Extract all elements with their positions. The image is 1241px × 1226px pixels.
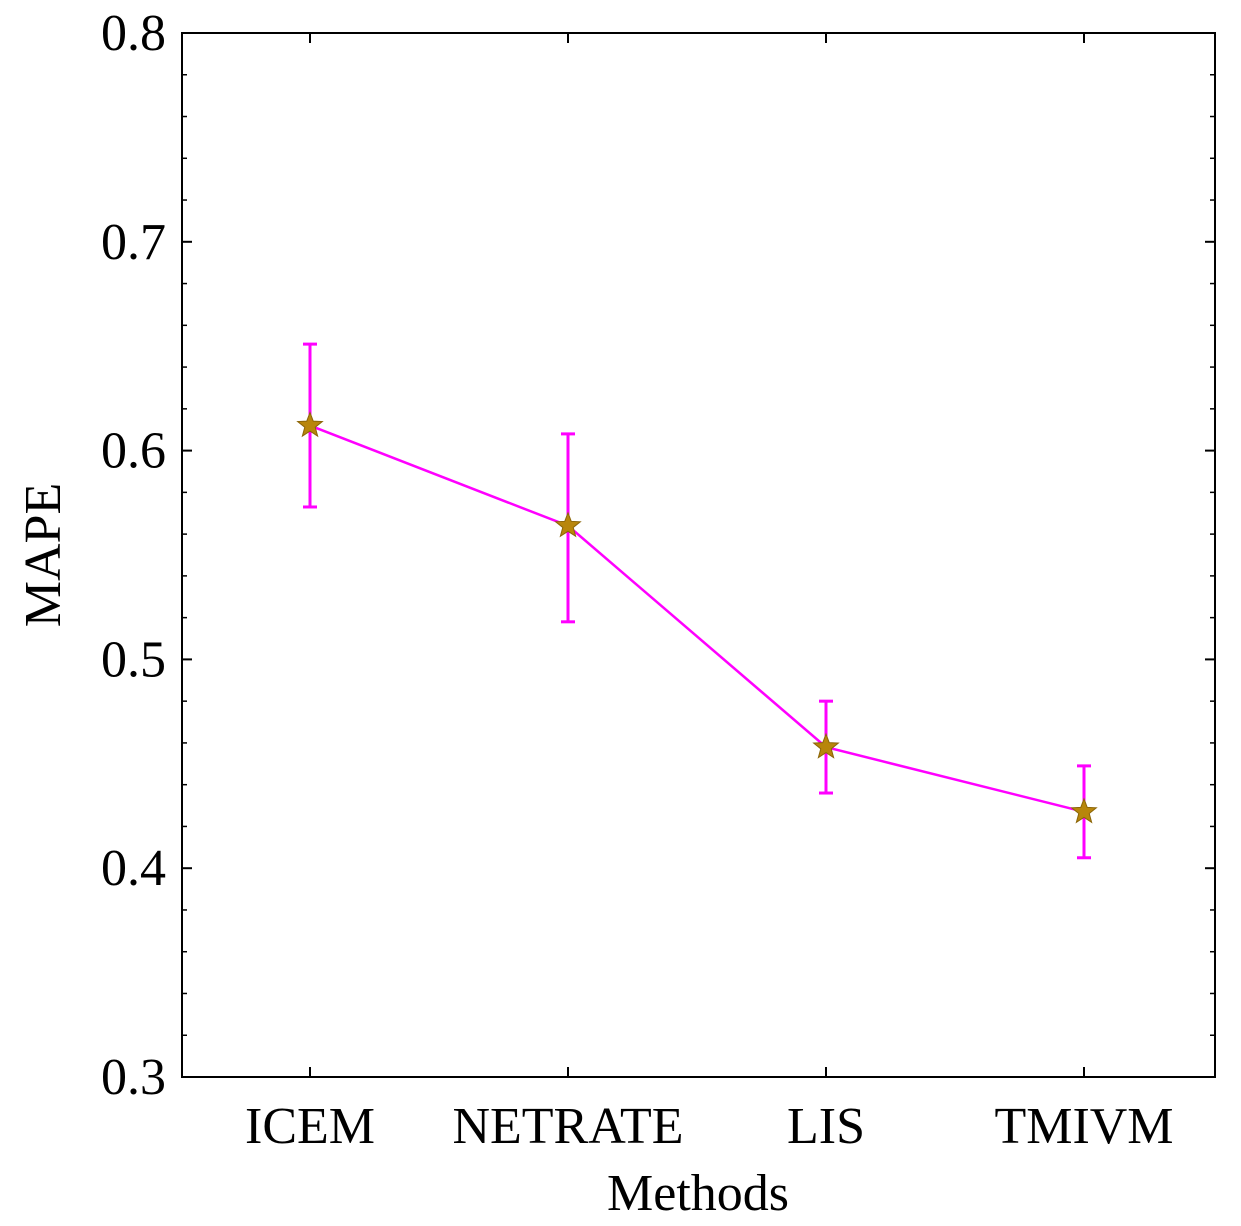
data-point-icem <box>296 411 324 438</box>
y-axis-title: MAPE <box>15 483 72 627</box>
series-line <box>309 424 1085 814</box>
plot-area <box>181 32 1216 1078</box>
y-axis-ticks: 0.3 0.4 0.5 0.6 0.7 0.8 <box>101 5 1215 1106</box>
x-tick-label-icem: ICEM <box>245 1098 375 1155</box>
data-point-netrate <box>554 511 582 538</box>
x-axis-title: Methods <box>607 1165 789 1222</box>
y-tick-label: 0.4 <box>101 840 166 897</box>
y-tick-label: 0.6 <box>101 423 166 480</box>
x-tick-label-lis: LIS <box>787 1098 865 1155</box>
y-tick-label: 0.8 <box>101 5 166 62</box>
data-point-lis <box>812 732 840 759</box>
y-tick-label: 0.3 <box>101 1049 166 1106</box>
data-point-tmivm <box>1070 797 1098 824</box>
series-layer <box>296 342 1098 860</box>
x-tick-label-tmivm: TMIVM <box>994 1098 1173 1155</box>
y-tick-label: 0.7 <box>101 214 166 271</box>
x-axis-ticks: ICEM NETRATE LIS TMIVM <box>245 33 1174 1155</box>
x-tick-label-netrate: NETRATE <box>452 1098 683 1155</box>
minor-ticks <box>182 74 1215 1036</box>
y-tick-label: 0.5 <box>101 631 166 688</box>
